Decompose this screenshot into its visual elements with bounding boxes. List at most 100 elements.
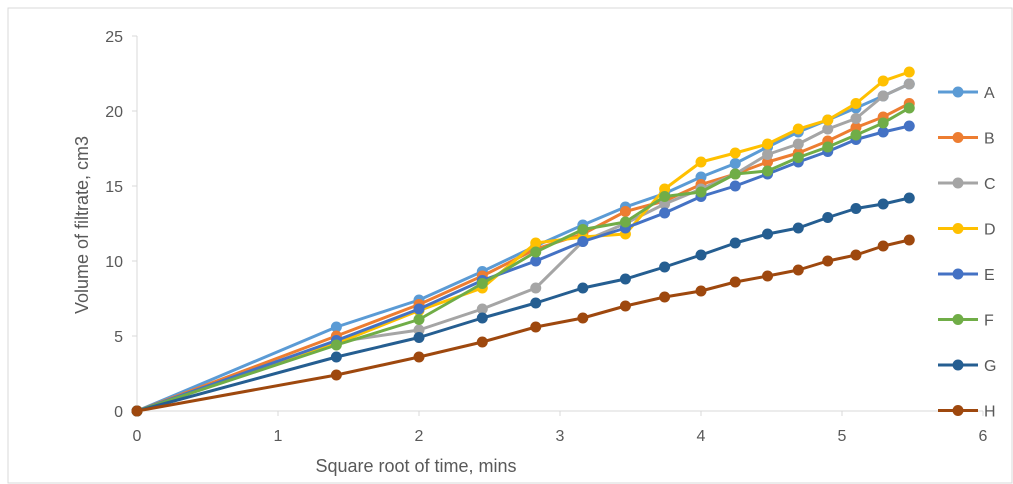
data-point-b [619,206,631,217]
axes: 0 1 2 3 4 5 6 0 5 10 15 20 25 [105,29,987,445]
data-point-c [903,78,915,90]
legend-marker [952,86,964,98]
data-point-h [476,336,488,348]
legend-marker [952,314,964,325]
data-point-e [577,236,589,247]
data-point-g [330,351,342,363]
data-point-g [413,332,425,343]
data-point-f [822,141,834,153]
data-point-h [903,234,915,246]
series-f [131,102,915,417]
series-h [131,234,915,417]
data-point-h [330,369,342,381]
data-point-f [330,339,342,351]
data-point-h [850,249,862,261]
data-point-g [476,312,488,324]
legend-label: F [984,313,994,330]
series-layer [131,66,915,417]
legend-item-a: A [938,85,995,102]
series-line-e [136,124,910,413]
legend: A B C D E F G H [938,85,996,421]
x-tick-label: 5 [838,428,847,445]
data-point-e [413,303,425,315]
series-line-a [136,82,910,413]
data-point-g [659,261,671,273]
data-point-g [903,192,915,204]
data-point-d [729,147,741,159]
legend-item-e: E [938,267,995,284]
legend-label: D [984,222,996,239]
series-line-h [136,238,910,413]
data-point-h [413,351,425,363]
data-point-f [659,191,671,202]
legend-item-d: D [938,222,996,239]
y-tick-label: 10 [105,254,123,271]
legend-item-f: F [938,313,994,330]
data-point-d [530,237,542,249]
data-point-d [850,98,862,109]
data-point-h [729,276,741,288]
data-point-e [729,180,741,192]
data-point-d [792,123,804,135]
data-point-g [822,212,834,223]
data-point-c [476,303,488,315]
data-point-g [850,203,862,214]
data-point-e [659,207,671,219]
data-point-f [850,129,862,141]
data-point-h [131,405,143,417]
data-point-e [530,255,542,267]
series-line-c [136,82,910,413]
data-point-e [877,126,889,138]
x-tick-label: 3 [556,428,565,445]
legend-marker [952,223,964,234]
data-point-h [530,321,542,333]
data-point-d [822,114,834,126]
legend-label: H [984,404,996,421]
data-point-d [877,75,889,87]
data-point-f [877,117,889,129]
data-point-f [577,224,589,235]
data-point-c [792,138,804,150]
data-point-f [903,102,915,114]
legend-label: A [984,85,995,102]
data-point-f [530,246,542,258]
data-point-g [729,237,741,249]
legend-label: B [984,131,995,148]
y-tick-label: 15 [105,179,123,196]
data-point-h [695,285,707,297]
series-line-g [136,196,910,413]
legend-marker [952,359,964,371]
y-tick-label: 5 [114,329,123,346]
data-point-c [850,113,862,124]
x-tick-label: 6 [979,428,988,445]
data-point-c [762,149,774,160]
data-point-h [877,240,889,252]
x-tick-label: 4 [697,428,706,445]
data-point-g [577,282,589,294]
legend-label: C [984,176,996,193]
data-point-a [330,321,342,333]
legend-label: E [984,267,995,284]
series-g [131,192,915,417]
data-point-f [792,152,804,163]
data-point-c [877,90,889,102]
x-axis-title: Square root of time, mins [315,456,516,476]
legend-item-c: C [938,176,996,193]
data-point-h [792,264,804,276]
data-point-g [792,222,804,234]
data-point-d [903,66,915,78]
data-point-h [659,291,671,303]
data-point-f [695,186,707,198]
data-point-g [619,273,631,285]
data-point-h [619,300,631,312]
data-point-f [413,314,425,325]
y-axis-title: Volume of filtrate, cm3 [72,136,92,314]
x-tick-label: 2 [415,428,424,445]
data-point-a [729,158,741,169]
legend-item-h: H [938,404,996,421]
data-point-f [729,168,741,180]
data-point-d [695,156,707,168]
data-point-h [762,270,774,282]
